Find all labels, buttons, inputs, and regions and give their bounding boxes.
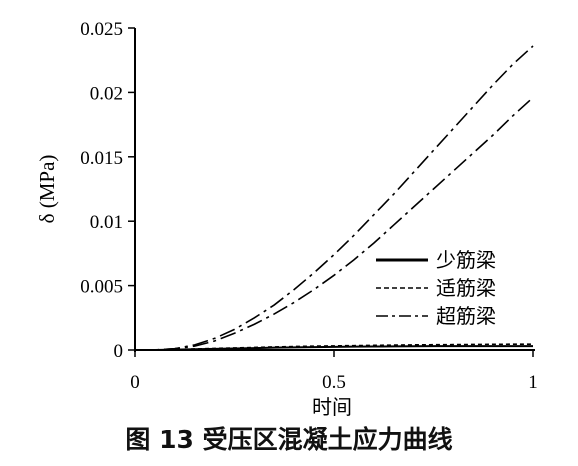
y-tick-label: 0.01: [90, 212, 123, 233]
legend-bg: [372, 275, 532, 301]
x-axis-title: 时间: [312, 395, 352, 419]
y-tick-label: 0.015: [80, 148, 123, 169]
y-tick-label: 0.005: [80, 277, 123, 298]
series-line-2: [135, 343, 533, 351]
y-tick-label: 0.02: [90, 83, 123, 104]
x-tick-label: 0.5: [322, 372, 346, 393]
y-tick-label: 0.025: [80, 19, 123, 40]
figure-caption: 图 13 受压区混凝土应力曲线: [125, 425, 453, 454]
x-tick-label: 1: [528, 372, 538, 393]
legend-label: 适筋梁: [436, 276, 496, 300]
legend-label: 超筋梁: [436, 304, 496, 328]
legend-label: 少筋梁: [436, 248, 496, 272]
series-line-3: [135, 45, 534, 351]
x-tick-label: 0: [130, 372, 140, 393]
chart: 0 0.005 0.01 0.015 0.02 0.025 0 0.5 1 时间 δ (MPa) 少筋…: [35, 19, 538, 419]
y-tick-label: 0: [114, 341, 124, 362]
legend-bg: [372, 303, 532, 329]
y-axis-title: δ (MPa): [35, 155, 59, 224]
series-line-4: [135, 96, 534, 351]
